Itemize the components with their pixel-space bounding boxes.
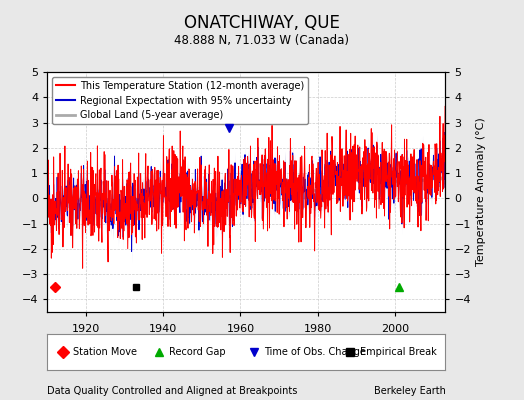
- Text: 1980: 1980: [304, 324, 332, 334]
- Text: 1940: 1940: [149, 324, 177, 334]
- Text: Station Move: Station Move: [73, 347, 137, 357]
- Text: 2000: 2000: [381, 324, 409, 334]
- Text: Berkeley Earth: Berkeley Earth: [374, 386, 445, 396]
- Legend: This Temperature Station (12-month average), Regional Expectation with 95% uncer: This Temperature Station (12-month avera…: [52, 77, 308, 124]
- Y-axis label: Temperature Anomaly (°C): Temperature Anomaly (°C): [476, 118, 486, 266]
- Text: ONATCHIWAY, QUE: ONATCHIWAY, QUE: [184, 14, 340, 32]
- Text: 48.888 N, 71.033 W (Canada): 48.888 N, 71.033 W (Canada): [174, 34, 350, 47]
- Text: Data Quality Controlled and Aligned at Breakpoints: Data Quality Controlled and Aligned at B…: [47, 386, 298, 396]
- Text: 1920: 1920: [72, 324, 100, 334]
- Text: Record Gap: Record Gap: [169, 347, 225, 357]
- Text: Time of Obs. Change: Time of Obs. Change: [264, 347, 366, 357]
- Text: 1960: 1960: [226, 324, 255, 334]
- Text: Empirical Break: Empirical Break: [360, 347, 436, 357]
